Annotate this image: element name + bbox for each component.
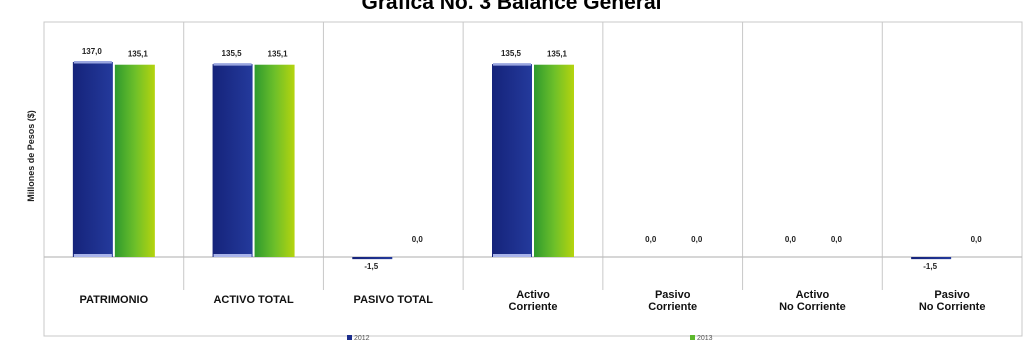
data-label-2013: 0,0 xyxy=(831,235,843,244)
data-label-2012: -1,5 xyxy=(364,262,378,271)
legend-label-2012: 2012 xyxy=(354,335,370,342)
data-label-2012: 137,0 xyxy=(82,47,103,56)
data-label-2013: 0,0 xyxy=(412,235,424,244)
category-label: PASIVO TOTAL xyxy=(354,294,434,306)
category-label: ACTIVO TOTAL xyxy=(213,294,294,306)
bar-base-highlight xyxy=(213,254,252,257)
bar-2012 xyxy=(911,257,952,260)
category-label: No Corriente xyxy=(919,301,986,313)
bar-2013 xyxy=(114,64,155,257)
bar-2012 xyxy=(352,257,393,260)
bar-2013 xyxy=(534,64,574,257)
bar-top-highlight xyxy=(493,63,531,66)
data-label-2012: 0,0 xyxy=(645,235,657,244)
bar-base-highlight xyxy=(73,254,112,257)
bar-2012 xyxy=(492,64,532,257)
chart-title: Gráfica No. 3 Balance General xyxy=(361,0,662,14)
category-label: Pasivo xyxy=(655,289,691,301)
bar-top-highlight xyxy=(213,63,252,66)
data-label-2012: 0,0 xyxy=(785,235,797,244)
bar-2012 xyxy=(72,62,113,257)
category-label: Activo xyxy=(796,289,830,301)
category-label: Corriente xyxy=(509,301,558,313)
category-label: No Corriente xyxy=(779,301,846,313)
data-label-2013: 135,1 xyxy=(547,50,568,59)
legend-label-2013: 2013 xyxy=(697,335,713,342)
category-label: Activo xyxy=(516,289,550,301)
data-label-2013: 0,0 xyxy=(691,235,703,244)
data-label-2012: 135,5 xyxy=(501,49,522,58)
data-label-2012: 135,5 xyxy=(222,49,243,58)
bar-top-highlight xyxy=(73,61,112,64)
y-axis-title: Millones de Pesos ($) xyxy=(26,110,36,202)
category-label: Corriente xyxy=(648,301,697,313)
bar-2012 xyxy=(212,64,253,257)
bar-2013 xyxy=(254,64,295,257)
legend-swatch-2013 xyxy=(690,335,695,340)
plot-border xyxy=(43,21,1023,337)
bar-base-highlight xyxy=(493,254,531,257)
data-label-2013: 135,1 xyxy=(128,50,149,59)
category-label: Pasivo xyxy=(934,289,970,301)
data-label-2012: -1,5 xyxy=(923,262,937,271)
legend-swatch-2012 xyxy=(347,335,352,340)
data-label-2013: 135,1 xyxy=(268,50,289,59)
data-label-2013: 0,0 xyxy=(971,235,983,244)
category-label: PATRIMONIO xyxy=(80,294,149,306)
